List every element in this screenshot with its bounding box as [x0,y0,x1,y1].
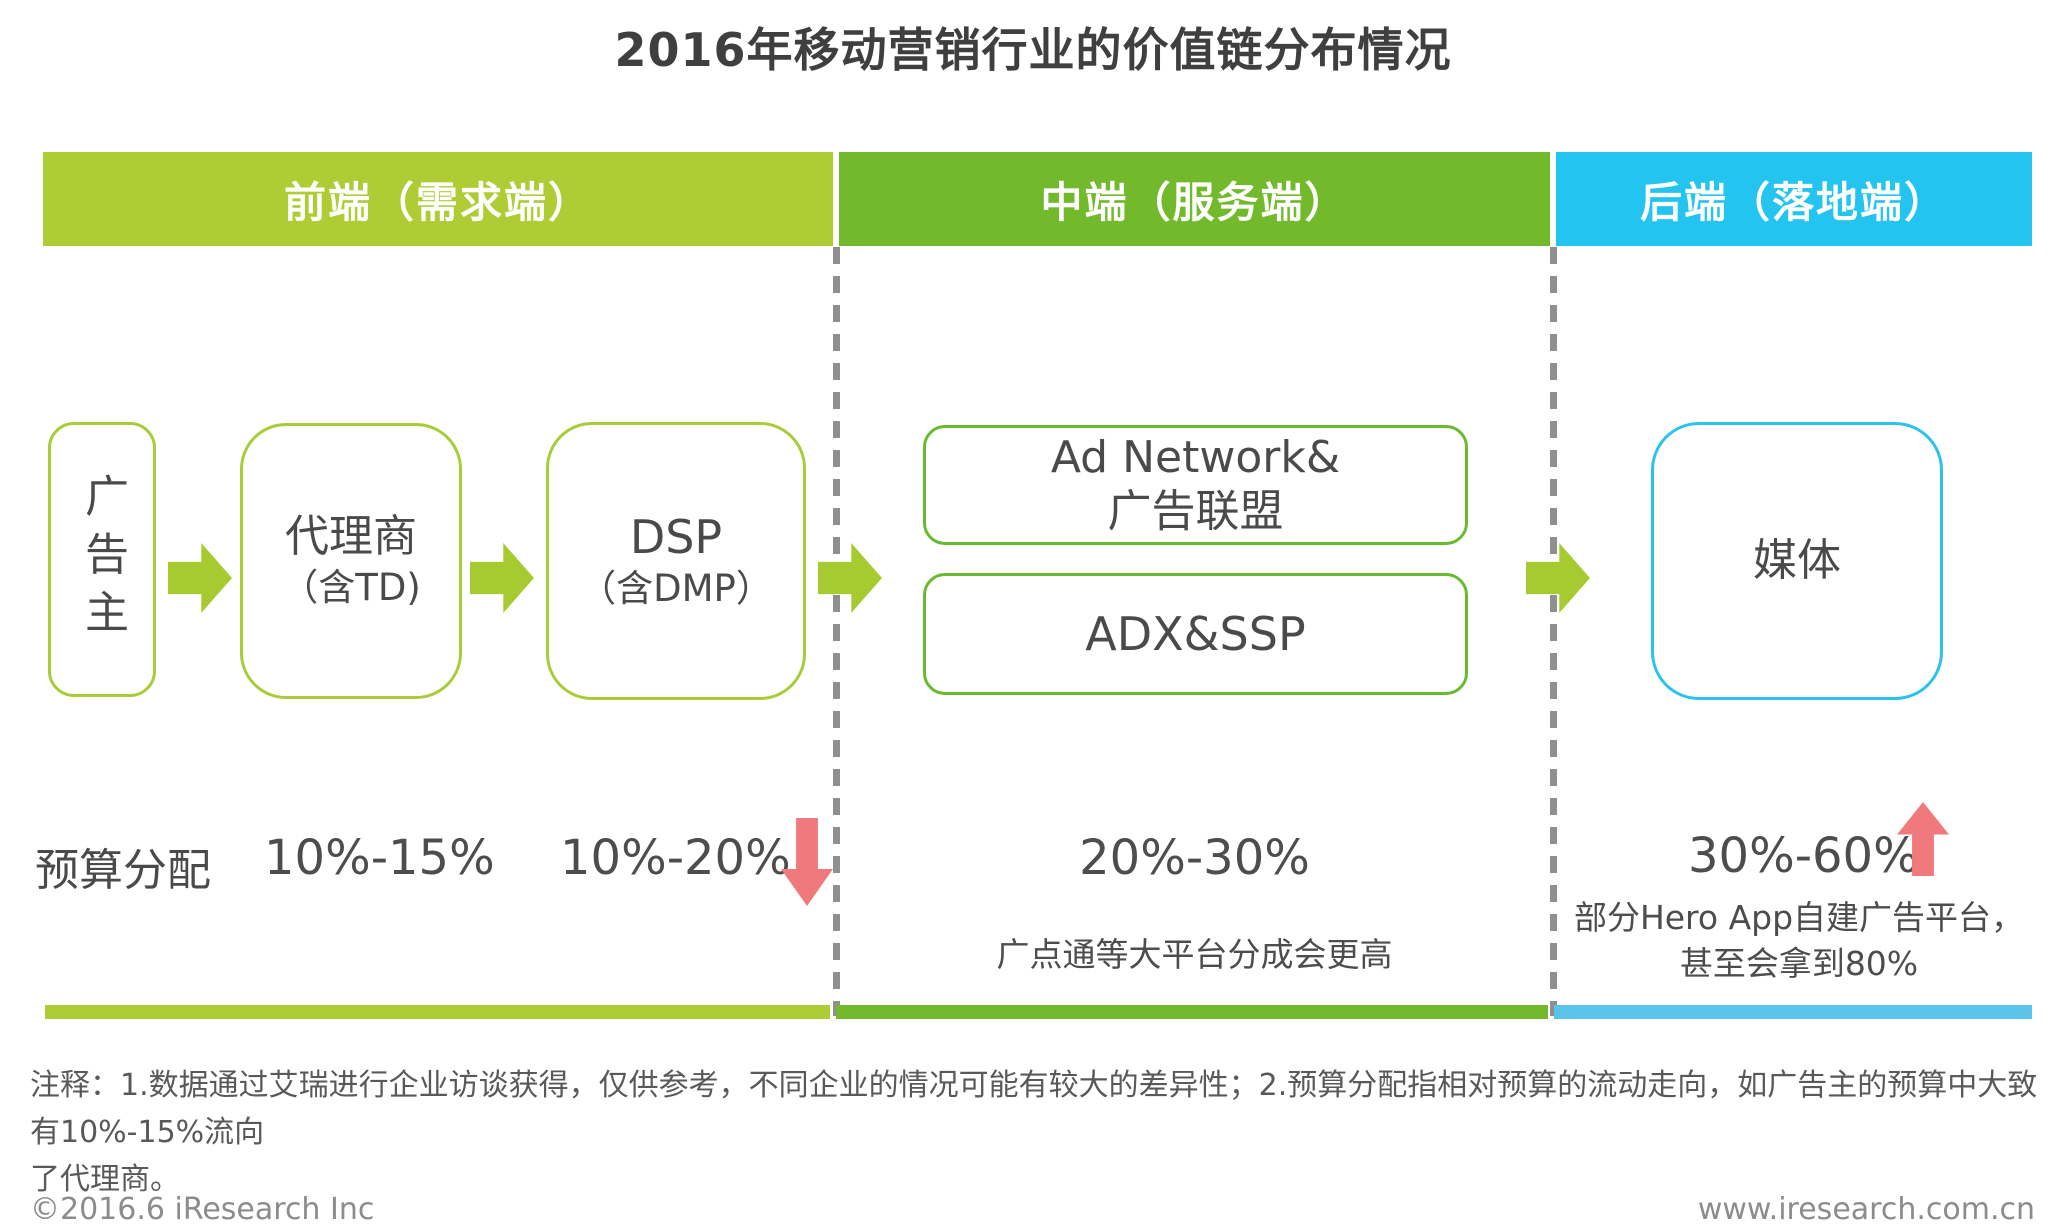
advertiser-label: 广告主 [77,472,128,647]
agency-budget-share: 10%-15% [264,830,495,886]
arrow-right-icon [1526,543,1590,613]
media-label: 媒体 [1753,535,1841,586]
budget-allocation-label: 预算分配 [35,845,211,896]
dsp-box: DSP （含DMP） [546,422,806,700]
adx-ssp-box: ADX&SSP [923,573,1468,695]
footnote-line2: 了代理商。 [30,1162,180,1197]
agency-sublabel: （含TD) [281,566,421,609]
arrow-right-icon [818,543,882,613]
middle-budget-note: 广点通等大平台分成会更高 [996,935,1393,974]
ad-network-label: Ad Network& [1050,432,1341,483]
back-budget-note-line1: 部分Hero App自建广告平台， [1573,898,2025,937]
header-front-stage: 前端（需求端） [43,152,833,246]
arrow-right-icon [168,543,232,613]
agency-box: 代理商 （含TD) [240,423,462,699]
header-back-stage: 后端（落地端） [1556,152,2032,246]
footnote-line1: 注释：1.数据通过艾瑞进行企业访谈获得，仅供参考，不同企业的情况可能有较大的差异… [30,1068,2038,1150]
header-back-label: 后端（落地端） [1639,177,1948,227]
copyright-text: ©2016.6 iResearch Inc [30,1192,375,1227]
bottom-bar-middle [836,1005,1548,1019]
bottom-bar-front [45,1005,830,1019]
middle-budget-share: 20%-30% [1079,830,1310,886]
adx-ssp-label: ADX&SSP [1085,607,1306,661]
dsp-sublabel: （含DMP） [579,567,773,610]
ad-network-box: Ad Network& 广告联盟 [923,425,1468,545]
website-url: www.iresearch.com.cn [1697,1192,2035,1227]
dsp-label: DSP [629,510,723,564]
back-budget-note-line2: 甚至会拿到80% [1679,944,1919,983]
section-divider-dashed-line [1550,247,1557,1016]
arrow-right-icon [470,543,534,613]
dsp-budget-share: 10%-20% [560,830,791,886]
back-budget-share: 30%-60% [1688,828,1919,884]
header-middle-stage: 中端（服务端） [839,152,1550,246]
bottom-bar-back [1554,1005,2032,1019]
header-middle-label: 中端（服务端） [1040,177,1349,227]
page-title: 2016年移动营销行业的价值链分布情况 [614,23,1452,77]
advertiser-box: 广告主 [48,422,156,697]
footnote: 注释：1.数据通过艾瑞进行企业访谈获得，仅供参考，不同企业的情况可能有较大的差异… [30,1062,2040,1203]
ad-network-sublabel: 广告联盟 [1107,486,1284,537]
media-box: 媒体 [1651,422,1943,700]
back-budget-note: 部分Hero App自建广告平台， 甚至会拿到80% [1556,895,2042,987]
agency-label: 代理商 [285,511,417,562]
section-divider-dashed-line [833,247,840,1016]
header-front-label: 前端（需求端） [283,177,592,227]
